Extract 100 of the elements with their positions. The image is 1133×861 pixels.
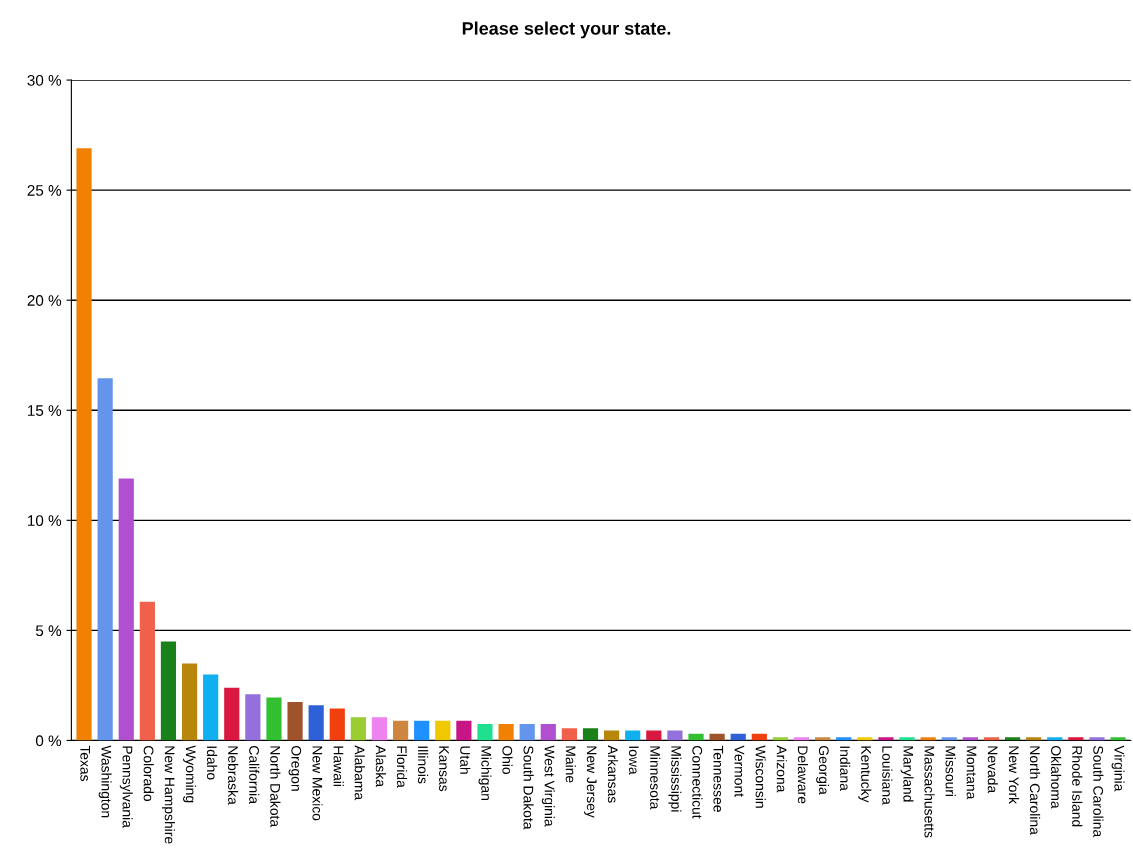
bar [899,737,915,741]
bar [815,737,831,741]
x-tick-label: Colorado [143,746,154,802]
bar [160,641,177,741]
x-tick-label: Texas [80,745,90,782]
bar [76,148,92,741]
x-tick-label: Kansas [439,746,449,792]
bar [203,674,219,741]
y-tick-label: 30 % [27,74,62,86]
bar [477,723,493,741]
bar [688,733,704,741]
x-tick-label: California [249,746,260,804]
bar [709,733,725,741]
bar [97,378,113,741]
bar [730,733,746,741]
x-tick-label: Florida [396,746,408,788]
y-tick-label: 0 % [35,735,62,747]
bar [751,733,767,741]
bar [1004,737,1021,741]
bar [1026,737,1042,741]
bar [329,708,345,741]
x-tick-label: New Hampshire [161,746,175,844]
x-tick-label: Georgia [816,746,830,795]
x-tick-label: Pennsylvania [119,746,133,828]
bar [181,663,198,741]
x-tick-label: Hawaii [333,746,344,787]
y-tick-label: 5 % [35,625,62,637]
bar [920,737,936,741]
bar [266,697,282,741]
bar [245,694,261,741]
bar [224,687,240,741]
x-tick-label: Alabama [354,745,365,801]
bar [392,720,409,741]
x-tick-label: Louisiana [882,746,893,805]
x-tick-label: Virginia [1111,745,1125,792]
x-tick-label: Iowa [628,746,639,775]
bar [540,723,556,741]
x-tick-label: Montana [966,746,977,800]
x-tick-label: South Carolina [1093,745,1104,838]
bar [456,720,472,741]
x-tick-label: Oklahoma [1051,745,1062,809]
bar [561,728,577,741]
bar [139,601,155,741]
x-tick-label: Tennessee [713,745,724,812]
bar [118,478,134,741]
x-tick-label: Delaware [797,746,809,804]
y-tick-label: 15 % [28,405,62,416]
y-tick-label: 20 % [27,295,62,306]
x-tick-label: Wyoming [183,745,197,803]
x-tick-label: West Virginia [541,745,555,827]
x-tick-label: Vermont [734,745,745,797]
x-tick-label: Minnesota [650,746,661,810]
bar [857,737,873,741]
x-tick-label: Washington [98,745,112,818]
x-tick-label: Alaska [375,745,386,788]
bar [371,717,388,741]
bar [287,701,303,741]
x-tick-label: Mississippi [668,746,682,812]
x-tick-label: Wisconsin [755,745,766,808]
x-tick-label: Arkansas [607,745,619,803]
x-tick-label: Kentucky [858,746,872,803]
bar [414,720,430,741]
bar [793,737,810,741]
bar [983,737,1000,741]
bar [308,705,324,741]
x-tick-label: Maine [565,746,576,783]
x-tick-label: Rhode Island [1072,746,1083,827]
x-tick-label: Massachusetts [924,746,935,838]
bar [1047,737,1063,741]
bar [836,737,852,741]
x-tick-label: Arizona [776,745,787,793]
x-tick-label: Missouri [945,746,956,797]
bar [667,730,683,741]
x-tick-label: Illinois [417,746,429,784]
x-tick-label: New Jersey [584,746,597,818]
bar [772,737,789,741]
bar [350,717,366,741]
x-tick-label: Nevada [987,746,998,794]
x-tick-label: North Carolina [1029,746,1041,835]
bar [962,737,978,741]
x-tick-label: Nebraska [228,746,239,805]
bar [1089,737,1105,741]
bar [941,737,957,741]
x-tick-label: New Mexico [312,746,323,821]
x-tick-label: Maryland [900,746,914,802]
x-tick-label: Oregon [288,745,302,791]
x-tick-label: Connecticut [692,746,703,819]
x-tick-label: Utah [460,746,471,774]
bar [582,728,599,741]
x-tick-label: Indiana [840,746,851,791]
x-tick-label: Idaho [206,746,218,780]
bar [519,723,535,741]
chart-title: Please select your state. [462,21,671,39]
y-tick-label: 25 % [27,185,62,196]
bar [498,723,514,741]
x-tick-label: North Dakota [270,746,281,828]
y-tick-label: 10 % [28,515,62,527]
bar [1110,737,1126,741]
x-tick-label: New York [1008,746,1020,805]
bar [435,720,451,741]
